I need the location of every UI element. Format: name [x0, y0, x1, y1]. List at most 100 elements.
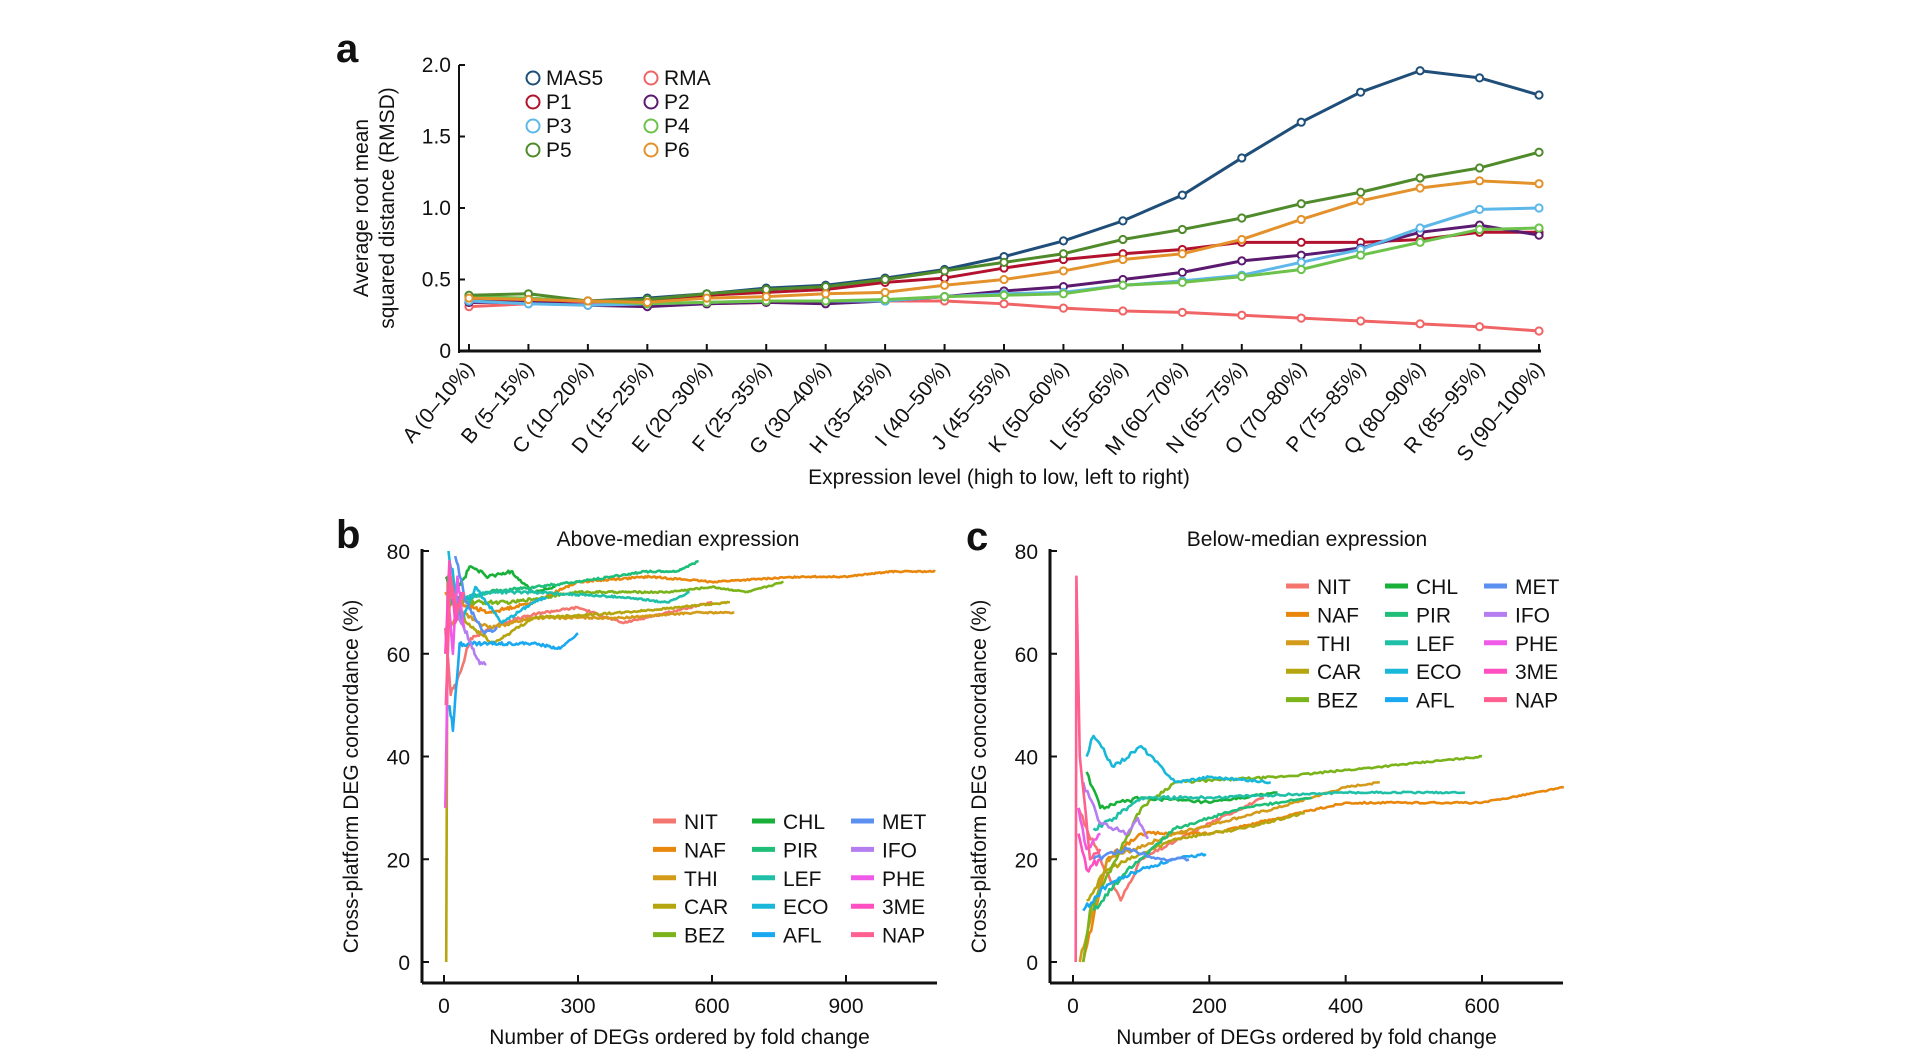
series-line-lef — [1092, 790, 1466, 832]
legend-label-p4: P4 — [664, 115, 690, 138]
legend-label-met: MET — [882, 811, 927, 834]
legend-label-nit: NIT — [684, 811, 718, 834]
panel-label-c: c — [966, 515, 988, 559]
data-point — [999, 257, 1009, 267]
data-point — [939, 266, 950, 276]
legend-label-nap: NAP — [882, 925, 925, 948]
data-point — [464, 293, 474, 303]
panel-title: Below-median expression — [1187, 528, 1427, 551]
series-line-naf — [1081, 785, 1564, 963]
series-line-naf — [444, 569, 936, 615]
legend-marker-p2 — [643, 94, 659, 110]
series-line-afl — [1082, 852, 1207, 912]
legend-marker-mas5 — [525, 70, 541, 86]
data-point — [1534, 90, 1544, 100]
x-tick-label: 200 — [1192, 995, 1227, 1018]
series-line-lef — [451, 589, 690, 606]
series-line-car — [1086, 811, 1305, 902]
data-point — [1118, 216, 1128, 226]
panel-b-chart: 0 20 40 60 80 0 300 600 900 Above-median expressi… — [340, 528, 937, 1049]
data-point — [1474, 224, 1485, 235]
legend-label-p5: P5 — [546, 139, 572, 162]
data-point — [642, 297, 652, 307]
data-point — [1296, 237, 1306, 247]
data-point — [1237, 153, 1247, 163]
data-point — [1118, 254, 1128, 265]
legend-marker-p3 — [525, 118, 541, 134]
legend-label-p2: P2 — [664, 91, 690, 114]
y-tick-label: 40 — [387, 747, 410, 770]
data-point — [1534, 230, 1544, 240]
data-point — [999, 290, 1009, 300]
legend-label-nap: NAP — [1515, 690, 1558, 713]
series-line-eco — [447, 550, 548, 625]
data-point — [1237, 213, 1247, 223]
data-point — [999, 274, 1009, 285]
x-tick-label: 600 — [1464, 995, 1499, 1018]
legend-marker-p5 — [525, 142, 541, 158]
data-point — [1177, 277, 1187, 287]
y-tick-label: 40 — [1015, 747, 1038, 770]
series-line-3me — [1077, 833, 1101, 873]
y-tick-label: 60 — [387, 644, 410, 667]
data-point — [880, 274, 890, 285]
legend-label-pir: PIR — [1416, 604, 1451, 627]
legend-label-ifo: IFO — [882, 839, 917, 862]
legend-label-nit: NIT — [1317, 576, 1351, 599]
y-axis-title: Cross-platform DEG concordance (%) — [340, 600, 363, 954]
data-point — [939, 280, 950, 290]
data-point — [1534, 147, 1544, 157]
data-point — [1296, 250, 1306, 260]
legend-marker-p6 — [643, 142, 659, 158]
series-line-ifo — [1081, 781, 1150, 840]
data-point — [1415, 183, 1425, 193]
x-axis-title: Expression level (high to low, left to r… — [808, 466, 1190, 489]
legend-label-met: MET — [1515, 576, 1560, 599]
series-line-bez — [1081, 754, 1483, 963]
data-point — [1474, 176, 1485, 186]
data-point — [1237, 234, 1247, 245]
y-tick-label: 0 — [439, 340, 451, 363]
x-tick-label: 300 — [560, 995, 595, 1018]
data-point — [821, 289, 831, 299]
series-line-met — [1092, 846, 1190, 862]
y-tick-label: 0 — [398, 952, 410, 975]
series-line-pir — [1092, 796, 1312, 912]
data-point — [1356, 187, 1366, 197]
data-point — [821, 282, 831, 292]
data-point — [1177, 224, 1187, 235]
data-point — [1415, 173, 1425, 183]
data-point — [761, 292, 771, 302]
legend-label-car: CAR — [1317, 661, 1361, 684]
x-tick-label: 0 — [1067, 995, 1079, 1018]
data-point — [1237, 256, 1247, 266]
legend-label-eco: ECO — [783, 896, 829, 919]
x-tick-label: 400 — [1328, 995, 1363, 1018]
legend-marker-p4 — [643, 118, 659, 134]
data-point — [1058, 236, 1069, 246]
data-point — [1534, 179, 1544, 189]
data-point — [999, 299, 1009, 309]
data-point — [1237, 310, 1247, 320]
data-point — [1415, 223, 1425, 233]
legend-label-car: CAR — [684, 896, 728, 919]
data-point — [1296, 264, 1306, 275]
data-point — [1415, 66, 1425, 76]
data-point — [583, 296, 593, 306]
legend-label-lef: LEF — [1416, 633, 1455, 656]
data-point — [1474, 163, 1485, 173]
data-point — [1058, 303, 1069, 313]
data-point — [702, 293, 712, 303]
legend-label-thi: THI — [1317, 633, 1351, 656]
series-line-nap — [1074, 575, 1102, 963]
series-line-nap — [444, 575, 466, 706]
data-point — [1296, 257, 1306, 267]
data-point — [1356, 316, 1366, 326]
series-line-pir — [446, 560, 699, 606]
legend-label-bez: BEZ — [1317, 690, 1358, 713]
data-point — [880, 294, 890, 305]
legend-label-phe: PHE — [1515, 633, 1558, 656]
series-line-nit — [1077, 796, 1265, 902]
legend-label-ifo: IFO — [1515, 604, 1550, 627]
